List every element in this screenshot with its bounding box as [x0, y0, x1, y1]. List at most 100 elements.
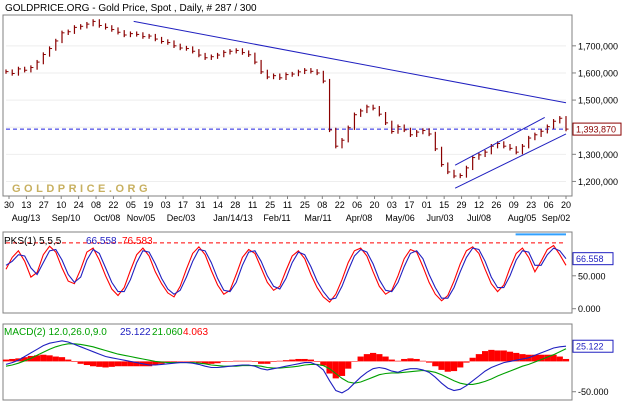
macd-histogram-bar: [202, 361, 209, 364]
x-day-label: 12: [474, 200, 484, 210]
macd-histogram-bar: [413, 358, 420, 362]
macd-last-value-box: [572, 339, 614, 353]
pks-fast-line: [5, 244, 567, 303]
macd-histogram-bar: [264, 361, 271, 364]
macd-histogram-bar: [326, 361, 333, 374]
x-day-label: 29: [457, 200, 467, 210]
price-y-axis: 1,700,0001,600,0001,500,0001,400,0001,30…: [572, 41, 618, 187]
x-day-label: 23: [526, 200, 536, 210]
macd-histogram-bar: [382, 356, 389, 362]
macd-histogram-bar: [164, 361, 171, 363]
x-day-label: 08: [91, 200, 101, 210]
x-day-label: 17: [404, 200, 414, 210]
pks-last-value-label: 66.558: [576, 254, 604, 264]
macd-histogram-bar: [469, 357, 476, 362]
macd-histogram-bar: [177, 361, 184, 362]
pks-value-2: 76.583: [122, 236, 153, 247]
macd-value-2: 21.060: [152, 327, 183, 338]
price-y-tick-label: 1,500,000: [578, 96, 618, 106]
macd-histogram-bar: [195, 361, 202, 363]
macd-histogram-bar: [338, 361, 346, 376]
macd-histogram-bar: [562, 358, 570, 362]
x-day-label: 28: [230, 200, 240, 210]
macd-lines: [2, 340, 570, 394]
macd-value-1: 25.122: [120, 327, 151, 338]
pks-header: PKS(1) 5,5,5 66.558 76.583: [4, 236, 153, 247]
macd-histogram-bar: [438, 361, 445, 370]
x-day-label: 06: [544, 200, 554, 210]
macd-histogram-bar: [214, 361, 221, 364]
macd-histogram-bar: [351, 361, 358, 362]
macd-histogram-bar: [432, 361, 439, 367]
x-day-label: 26: [491, 200, 501, 210]
x-month-label: Nov/05: [127, 213, 156, 223]
macd-histogram-bar: [500, 350, 507, 362]
macd-histogram-bar: [189, 361, 196, 362]
macd-histogram-bar: [9, 358, 16, 362]
price-y-tick-label: 1,700,000: [578, 41, 618, 51]
macd-histogram-bar: [152, 361, 159, 366]
price-y-tick-label: 1,200,000: [578, 177, 618, 187]
x-month-label: Oct/08: [94, 213, 121, 223]
x-day-label: 20: [370, 200, 380, 210]
macd-histogram-bar: [146, 361, 153, 367]
macd-histogram-bar: [376, 354, 383, 362]
price-last-value-box: [572, 122, 622, 136]
macd-histogram-bar: [65, 359, 72, 362]
trendline-channel-upper: [454, 116, 545, 166]
macd-histogram-bar: [531, 354, 538, 362]
macd-histogram-bar: [394, 360, 402, 362]
x-month-label: Aug/05: [508, 213, 537, 223]
macd-histogram-bar: [239, 360, 246, 362]
macd-histogram-bar: [40, 354, 47, 362]
price-y-tick-label: 1,600,000: [578, 68, 618, 78]
macd-histogram-bar: [289, 359, 296, 362]
macd-histogram-bar: [314, 361, 321, 362]
watermark: GOLDPRICE.ORG: [12, 183, 151, 195]
macd-histogram-bar: [426, 361, 433, 363]
macd-histogram-bar: [133, 361, 140, 367]
x-axis: 30 13 27 10 24 08 22 05 19 03 17 31 14 28 11 25 11 25 08 22…: [4, 196, 571, 223]
pks-slow-line: [5, 247, 567, 301]
macd-histogram-bar: [488, 349, 495, 362]
x-day-label: 30: [4, 200, 14, 210]
macd-histogram-bar: [226, 361, 234, 362]
macd-histogram-bar: [21, 357, 28, 362]
x-day-label: 25: [265, 200, 275, 210]
price-series: [5, 19, 569, 179]
pks-label: PKS(1) 5,5,5: [4, 236, 62, 247]
trendline-downtrend: [133, 20, 567, 104]
macd-histogram-bar: [251, 361, 258, 362]
macd-histogram-bar: [121, 361, 128, 367]
pks-y-axis: 50.000 0.000 66.558: [572, 252, 614, 314]
x-day-label: 19: [143, 200, 153, 210]
macd-histogram-bar: [52, 356, 59, 362]
macd-histogram-bar: [407, 358, 414, 362]
macd-histogram-bar: [301, 358, 308, 362]
macd-histogram-bar: [102, 361, 109, 368]
trendline-channel-lower: [454, 133, 567, 189]
macd-last-value-label: 25.122: [576, 342, 604, 352]
x-day-label: 24: [74, 200, 84, 210]
price-grid: [6, 45, 566, 182]
x-day-label: 10: [56, 200, 66, 210]
macd-histogram-bar: [475, 354, 482, 362]
x-month-label: Sep/02: [542, 213, 571, 223]
macd-signal-line: [5, 343, 567, 385]
pks-y-tick-label: 0.000: [578, 304, 601, 314]
macd-histogram-bar: [363, 354, 370, 362]
macd-histogram-bar: [370, 352, 377, 362]
price-last-value-label: 1,393,870: [576, 125, 616, 135]
macd-histogram-bar: [482, 351, 489, 362]
macd-histogram-bar: [183, 361, 190, 362]
price-y-tick-label: 1,300,000: [578, 150, 618, 160]
x-month-label: Jun/03: [426, 213, 453, 223]
x-month-label: Mar/11: [304, 213, 331, 223]
macd-histogram-bar: [401, 358, 408, 362]
macd-histogram-bar: [345, 361, 352, 369]
macd-histogram-bar: [220, 361, 227, 362]
macd-y-tick-label: -50.000: [578, 387, 609, 397]
x-day-label: 03: [387, 200, 397, 210]
pks-lines: [5, 233, 567, 303]
